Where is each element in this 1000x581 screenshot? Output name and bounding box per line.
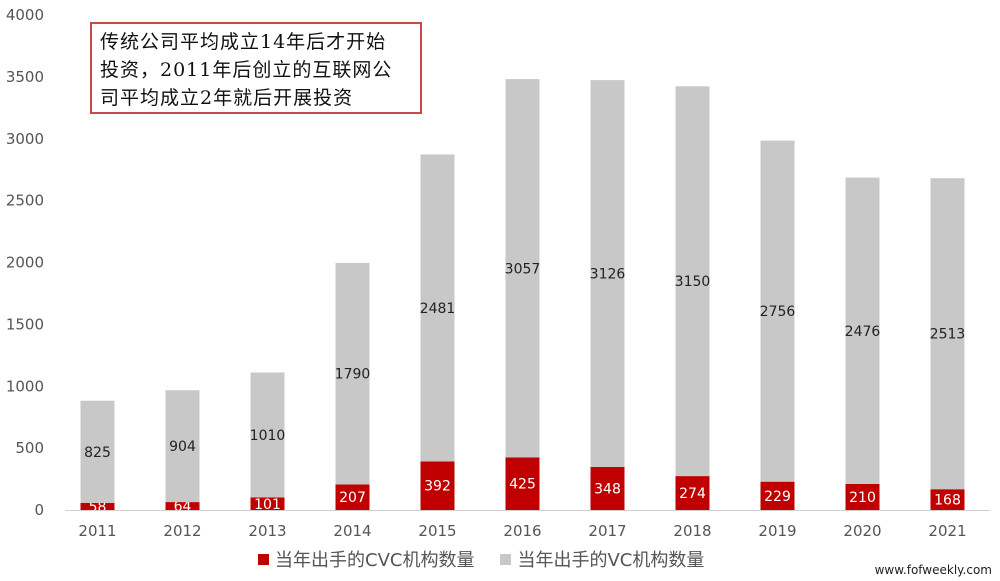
legend: 当年出手的CVC机构数量 当年出手的VC机构数量 [258, 546, 704, 572]
data-label-vc: 2476 [845, 324, 881, 340]
data-label-cvc: 274 [679, 486, 706, 502]
x-tick-label: 2012 [163, 522, 201, 540]
bar-vc [250, 372, 285, 498]
data-label-cvc: 168 [934, 493, 961, 509]
data-label-cvc: 210 [849, 490, 876, 506]
bar-cvc [250, 497, 285, 510]
bar-vc [590, 80, 625, 467]
x-tick-label: 2021 [928, 522, 966, 540]
legend-item-vc: 当年出手的VC机构数量 [500, 546, 704, 572]
y-tick-label: 2500 [6, 192, 44, 210]
y-tick-label: 0 [34, 501, 44, 519]
bar-vc [80, 400, 115, 503]
data-label-cvc: 58 [89, 499, 107, 515]
data-label-vc: 3057 [505, 261, 541, 277]
data-label-vc: 904 [169, 439, 196, 455]
bar-cvc [420, 461, 455, 510]
y-tick-label: 3500 [6, 68, 44, 86]
bar-cvc [760, 481, 795, 510]
bar-cvc [165, 502, 200, 510]
data-label-vc: 1010 [250, 428, 286, 444]
watermark: www.fofweekly.com [874, 563, 992, 577]
data-label-vc: 3126 [590, 267, 626, 283]
bar-vc [930, 178, 965, 490]
x-tick-label: 2015 [418, 522, 456, 540]
bar-cvc [80, 502, 115, 510]
data-label-vc: 3150 [675, 274, 711, 290]
data-label-cvc: 348 [594, 481, 621, 497]
data-label-vc: 1790 [335, 367, 371, 383]
x-tick-label: 2011 [78, 522, 116, 540]
annotation-line: 投资，2011年后创立的互联网公 [100, 59, 393, 81]
bar-vc [845, 177, 880, 485]
bar-vc [505, 79, 540, 458]
bar-cvc [335, 484, 370, 510]
y-tick-label: 500 [15, 439, 44, 457]
bar-cvc [675, 476, 710, 510]
x-tick-label: 2019 [758, 522, 796, 540]
data-label-vc: 825 [84, 445, 111, 461]
x-tick-label: 2018 [673, 522, 711, 540]
legend-item-cvc: 当年出手的CVC机构数量 [258, 546, 474, 572]
annotation-box: 传统公司平均成立14年后才开始 投资，2011年后创立的互联网公 司平均成立2年… [90, 22, 422, 114]
data-label-cvc: 392 [424, 479, 451, 495]
bar-vc [335, 262, 370, 485]
data-label-cvc: 64 [174, 499, 192, 515]
x-tick-label: 2014 [333, 522, 371, 540]
data-label-vc: 2481 [420, 301, 456, 317]
data-label-vc: 2756 [760, 304, 796, 320]
annotation-line: 传统公司平均成立14年后才开始 [100, 31, 387, 53]
y-axis-ticks: 0 500 1000 1500 2000 2500 3000 3500 4000 [6, 6, 44, 519]
y-tick-label: 4000 [6, 6, 44, 24]
bar-vc [760, 140, 795, 482]
y-tick-label: 1500 [6, 315, 44, 333]
annotation-line: 司平均成立2年就后开展投资 [100, 87, 354, 109]
x-axis-ticks: 2011 2012 2013 2014 2015 2016 2017 2018 2019 2020… [78, 522, 966, 540]
bar-cvc [505, 457, 540, 510]
x-tick-label: 2013 [248, 522, 286, 540]
data-label-cvc: 425 [509, 477, 536, 493]
legend-swatch-cvc [258, 553, 269, 565]
data-label-vc: 2513 [930, 327, 966, 343]
x-tick-label: 2016 [503, 522, 541, 540]
data-label-cvc: 229 [764, 489, 791, 505]
bar-vc [165, 390, 200, 503]
data-label-cvc: 207 [339, 490, 366, 506]
bar-vc [420, 154, 455, 462]
bars: 58 825 64 904 101 1010 207 1790 392 2481 425 3057 34… [80, 79, 966, 515]
x-tick-label: 2020 [843, 522, 881, 540]
bar-cvc [590, 466, 625, 510]
legend-label-vc: 当年出手的VC机构数量 [517, 550, 705, 571]
y-tick-label: 2000 [6, 254, 44, 272]
bar-vc [675, 86, 710, 477]
bar-cvc [845, 484, 880, 510]
legend-swatch-vc [500, 553, 512, 565]
legend-label-cvc: 当年出手的CVC机构数量 [275, 550, 475, 571]
x-tick-label: 2017 [588, 522, 626, 540]
y-tick-label: 3000 [6, 130, 44, 148]
data-label-cvc: 101 [254, 497, 281, 513]
y-tick-label: 1000 [6, 377, 44, 395]
bar-cvc [930, 489, 965, 510]
